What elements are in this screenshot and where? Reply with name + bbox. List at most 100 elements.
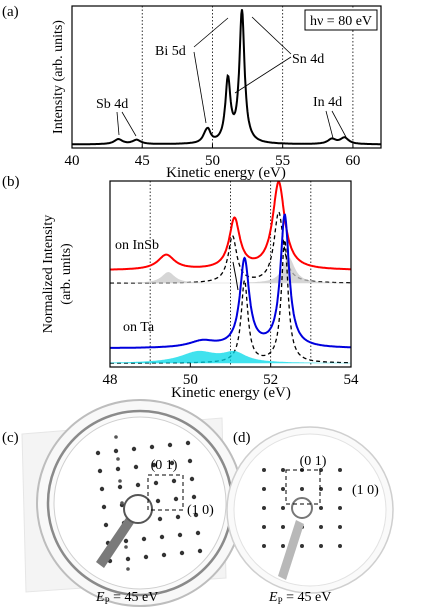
annotation-sn4d: Sn 4d — [292, 52, 324, 67]
panel-b-series-0 — [110, 180, 351, 271]
panel-a-xlabel: Kinetic energy (eV) — [166, 165, 286, 181]
leed-d-spot — [262, 468, 266, 472]
panel-d: (d) (0 1) (1 0) EP = 45 eV — [226, 426, 394, 606]
leed-c-spot — [157, 516, 163, 522]
annotation-bi5d: Bi 5d — [155, 44, 186, 59]
leed-c-spot — [125, 556, 131, 562]
leed-d-spot — [319, 544, 323, 548]
leed-c-spot — [149, 444, 155, 450]
panel-b-fill-series-2 — [110, 257, 351, 284]
leed-d-spot — [338, 506, 342, 510]
panel-a-x-ticks: 40 45 50 55 60 — [65, 144, 360, 169]
leed-c-spot — [126, 567, 130, 571]
panel-b-frame — [109, 180, 352, 368]
leed-c-caption: EP = 45 eV — [95, 590, 158, 606]
leed-d-spot — [262, 544, 266, 548]
legend-on-insb: on InSb — [115, 238, 159, 253]
annotation-sn4d-leader — [234, 56, 292, 94]
leed-c-spot — [95, 450, 101, 456]
leed-c-spot-10: (1 0) — [187, 503, 214, 518]
leed-c-unit-cell — [147, 474, 184, 511]
leed-d-spot — [338, 468, 342, 472]
panel-b-x-ticks: 48 50 52 54 — [103, 363, 360, 388]
panel-b-tick-label: 54 — [344, 372, 360, 388]
annotation-sb4d-leader — [116, 111, 120, 136]
leed-d-caption-subscript: P — [278, 596, 283, 606]
leed-d-spot — [262, 506, 266, 510]
leed-c-spot — [101, 504, 107, 510]
annotation-in4d-leader-2 — [331, 110, 347, 138]
panel-a-plot — [72, 6, 381, 148]
leed-d-spot — [319, 525, 323, 529]
leed-c-spot — [135, 482, 141, 488]
component-connector — [232, 261, 239, 291]
leed-d-spot-10: (1 0) — [352, 483, 379, 498]
leed-c-spot — [193, 512, 199, 518]
leed-d-spot — [300, 487, 304, 491]
leed-c-spot — [187, 458, 193, 464]
leed-c-spot — [197, 548, 203, 554]
panel-a: (a) 40 45 50 55 60 Kinetic energy (eV) Inten… — [2, 4, 382, 181]
annotation-sn4d-leader-2 — [251, 16, 292, 55]
leed-c-spot — [175, 514, 181, 520]
leed-c-spot — [171, 478, 177, 484]
leed-c-spot — [151, 462, 157, 468]
leed-d-gun-arm — [278, 520, 304, 580]
leed-c-caption-symbol: E — [95, 590, 105, 605]
leed-d-spot — [281, 544, 285, 548]
panel-a-tick-label: 50 — [205, 153, 220, 169]
panel-b-tick-label: 48 — [103, 372, 118, 388]
leed-d-spot — [338, 525, 342, 529]
panel-a-tick-label: 60 — [345, 153, 360, 169]
leed-c-spot — [131, 446, 137, 452]
leed-d-electron-gun — [291, 497, 313, 519]
leed-c-spot — [159, 534, 165, 540]
panel-b-tick-label: 52 — [263, 372, 278, 388]
panel-b: (b) 48 50 52 54 Kinetic energy (eV) Normali… — [2, 174, 359, 401]
leed-c-spot — [155, 498, 161, 504]
leed-c-spots — [95, 435, 203, 571]
legend-on-ta: on Ta — [123, 320, 155, 335]
leed-c-spot — [97, 468, 103, 474]
leed-c-spot-01: (0 1) — [151, 458, 178, 473]
leed-d-spot — [338, 487, 342, 491]
leed-c-electron-gun — [123, 494, 153, 524]
leed-d-spot — [281, 506, 285, 510]
leed-d-spot — [281, 525, 285, 529]
leed-c-spot — [177, 532, 183, 538]
panel-a-label: (a) — [2, 4, 19, 20]
leed-c-spot — [161, 552, 167, 558]
annotation-bi5d-leader-2 — [193, 17, 229, 48]
leed-c-caption-value: = 45 eV — [110, 590, 159, 605]
panel-b-xlabel: Kinetic energy (eV) — [171, 385, 291, 401]
leed-c-spot — [191, 494, 197, 500]
photon-energy-box — [304, 9, 378, 31]
panel-a-tick-label: 45 — [135, 153, 150, 169]
panel-b-fill-series-5 — [110, 350, 351, 364]
leed-d-caption-value: = 45 eV — [283, 590, 332, 605]
leed-c-spot — [113, 448, 119, 454]
leed-c-spot — [123, 538, 129, 544]
panel-a-tick-label: 55 — [275, 153, 290, 169]
leed-c-spot — [185, 440, 191, 446]
leed-c-spot — [120, 501, 124, 505]
leed-c-spot — [117, 484, 123, 490]
leed-c-spot — [118, 479, 122, 483]
leed-c-spot — [167, 442, 173, 448]
panel-a-tick-label: 40 — [65, 153, 80, 169]
panel-b-ylabel: Normalized Intensity (arb. units) — [41, 215, 74, 334]
panel-c-label: (c) — [2, 430, 19, 446]
leed-c-spot — [115, 466, 121, 472]
leed-c-spot — [141, 536, 147, 542]
leed-c-spot — [116, 457, 120, 461]
leed-d-unit-cell — [285, 469, 321, 505]
leed-image-d: (0 1) (1 0) — [226, 426, 394, 594]
panel-d-label: (d) — [233, 430, 251, 446]
leed-c-spot — [195, 530, 201, 536]
photon-energy-label: hν = 80 eV — [310, 14, 372, 29]
leed-c-spot — [103, 522, 109, 528]
panel-b-series-3 — [110, 213, 351, 349]
leed-d-spot-01: (0 1) — [300, 454, 327, 469]
leed-d-spot — [300, 544, 304, 548]
